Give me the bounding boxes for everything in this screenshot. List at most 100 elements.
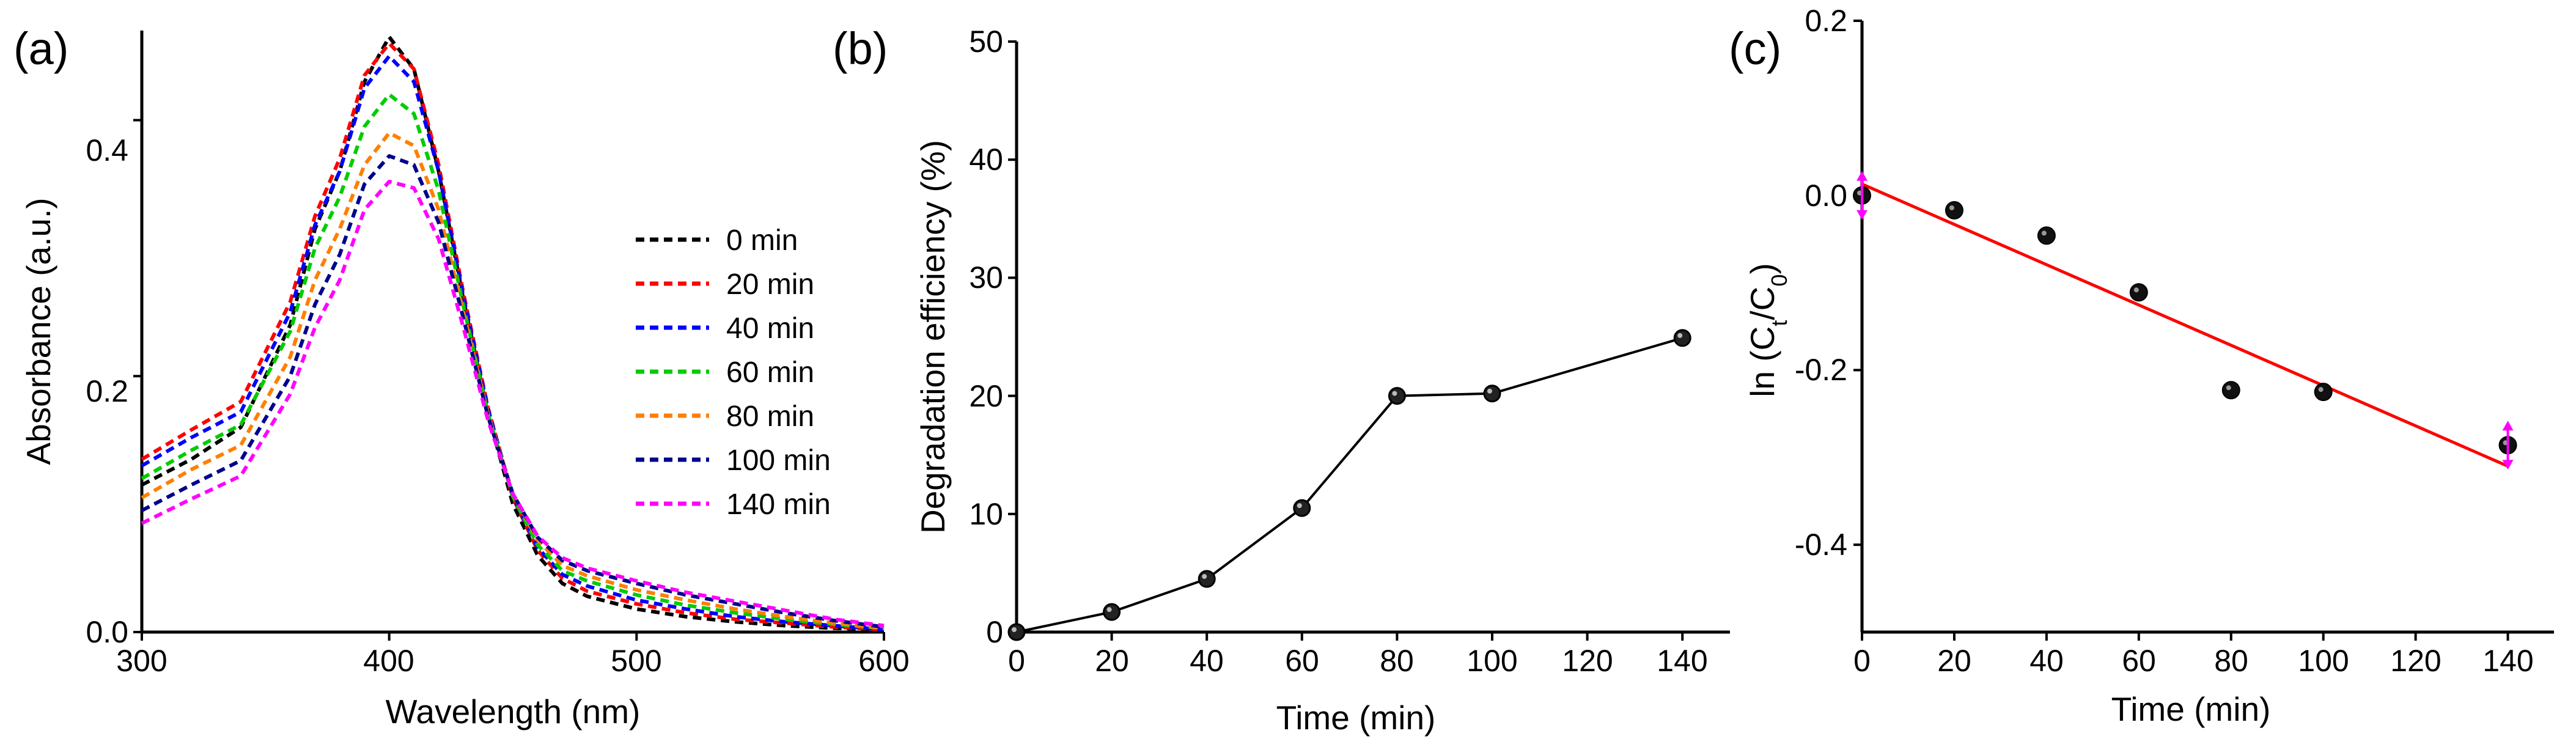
panel-c-x-tick-label: 40 <box>2030 644 2064 678</box>
error-arrow-down <box>1857 210 1868 220</box>
legend-label: 20 min <box>726 268 814 301</box>
legend-label: 100 min <box>726 444 831 477</box>
panel-c-x-tick-label: 80 <box>2214 644 2248 678</box>
efficiency-point <box>1198 570 1216 588</box>
panel-c-series <box>1853 171 2517 470</box>
panel-c-x-axis-title: Time (min) <box>2111 690 2271 728</box>
efficiency-point <box>1483 385 1501 403</box>
panel-c-y-tick-label: -0.2 <box>1795 353 1847 387</box>
panel-c-x-tick-label: 120 <box>2390 644 2441 678</box>
panel-a-y-tick-label: 0.0 <box>86 615 128 649</box>
efficiency-point-highlight <box>1106 607 1112 613</box>
ylabel-subscript: 0 <box>1767 274 1792 287</box>
panel-a-plot-area <box>140 31 884 634</box>
legend-label: 0 min <box>726 224 798 257</box>
panel-b-x-tick-label: 100 <box>1466 644 1517 678</box>
legend-entry: 20 min <box>636 268 814 301</box>
legend-entry: 40 min <box>636 312 814 345</box>
panel-b-x-tick-label: 20 <box>1095 644 1129 678</box>
panel-b-series <box>1007 329 1691 641</box>
efficiency-point-highlight <box>1012 627 1017 632</box>
efficiency-point-highlight <box>1677 333 1683 338</box>
legend-label: 80 min <box>726 400 814 433</box>
efficiency-point-highlight <box>1297 503 1302 509</box>
legend-label: 60 min <box>726 356 814 389</box>
panel-b-x-tick-label: 80 <box>1380 644 1414 678</box>
efficiency-point <box>1007 623 1026 641</box>
panel-a-absorbance-chart: (a) 300 400 500 600 0.0 0.2 0.4 Waveleng… <box>13 23 910 730</box>
error-arrow-down <box>2502 460 2514 470</box>
kinetics-point-highlight <box>2041 230 2047 236</box>
panel-c-x-ticks: 0 20 40 60 80 100 120 140 <box>1853 644 2534 678</box>
panel-a-x-tick-label: 400 <box>363 644 414 678</box>
panel-b-y-tick-label: 20 <box>969 379 1003 413</box>
panel-b-label: (b) <box>833 23 888 74</box>
efficiency-point-highlight <box>1392 391 1397 396</box>
panel-a-x-tick-label: 600 <box>858 644 909 678</box>
legend-entry: 60 min <box>636 356 814 389</box>
efficiency-point <box>1673 329 1691 347</box>
panel-b-tick-marks <box>1008 40 1684 641</box>
efficiency-point <box>1388 387 1406 405</box>
panel-b-degradation-chart: (b) 0 20 40 60 80 100 120 140 0 10 20 30… <box>833 23 1730 737</box>
panel-c-kinetics-chart: (c) 0 20 40 60 80 100 120 140 0.2 0.0 -0… <box>1729 4 2554 728</box>
panel-b-y-tick-label: 50 <box>969 24 1003 59</box>
legend-label: 40 min <box>726 312 814 345</box>
panel-c-y-tick-label: -0.4 <box>1795 528 1847 562</box>
legend-entry: 100 min <box>636 444 831 477</box>
panel-b-x-tick-label: 60 <box>1285 644 1319 678</box>
panel-b-x-tick-label: 140 <box>1657 644 1707 678</box>
panel-c-tick-marks <box>1853 20 2509 641</box>
panel-b-y-ticks: 0 10 20 30 40 50 <box>969 24 1003 649</box>
panel-c-x-tick-label: 140 <box>2482 644 2533 678</box>
error-arrow-up <box>2502 421 2514 431</box>
panel-a-y-tick-label: 0.2 <box>86 374 128 408</box>
ylabel-subscript: t <box>1767 320 1792 326</box>
panel-b-x-tick-label: 120 <box>1562 644 1613 678</box>
panel-b-y-tick-label: 40 <box>969 142 1003 177</box>
kinetics-point-highlight <box>2133 287 2139 293</box>
error-arrow-up <box>1857 171 1868 181</box>
panel-b-y-tick-label: 0 <box>986 615 1003 649</box>
kinetics-point-highlight <box>2318 387 2324 392</box>
spectrum-line-100-min <box>141 154 885 629</box>
efficiency-point <box>1103 603 1121 621</box>
panel-c-y-tick-label: 0.2 <box>1805 4 1847 38</box>
spectrum-line-40-min <box>141 54 885 631</box>
panel-a-x-tick-label: 300 <box>116 644 167 678</box>
panel-a-x-axis-title: Wavelength (nm) <box>386 693 641 730</box>
panel-c-x-tick-label: 100 <box>2298 644 2349 678</box>
panel-c-x-tick-label: 20 <box>1937 644 1971 678</box>
efficiency-line <box>1016 337 1683 633</box>
panel-a-series <box>141 35 885 631</box>
panel-b-plot-area <box>1015 42 1730 634</box>
kinetics-point <box>2314 383 2333 402</box>
linear-fit-line <box>1861 182 2509 468</box>
panel-b-y-axis-title: Degradation efficiency (%) <box>914 140 952 534</box>
panel-b-x-tick-label: 40 <box>1190 644 1224 678</box>
panel-c-plot-area <box>1860 21 2554 634</box>
efficiency-point-highlight <box>1202 574 1207 580</box>
panel-a-tick-marks <box>133 119 885 641</box>
legend-entry: 80 min <box>636 400 814 433</box>
legend-label: 140 min <box>726 488 831 521</box>
legend-entry: 140 min <box>636 488 831 521</box>
kinetics-point <box>2037 226 2056 245</box>
spectrum-line-0-min <box>141 35 885 631</box>
panel-a-x-ticks: 300 400 500 600 <box>116 644 909 678</box>
panel-b-x-tick-label: 0 <box>1008 644 1025 678</box>
panel-b-y-tick-label: 30 <box>969 260 1003 295</box>
panel-a-label: (a) <box>13 23 68 74</box>
kinetics-point <box>1945 201 1963 219</box>
efficiency-point-highlight <box>1487 388 1492 394</box>
panel-a-y-tick-label: 0.4 <box>86 133 128 167</box>
spectrum-line-80-min <box>141 131 885 630</box>
kinetics-point <box>2221 381 2240 400</box>
panel-a-y-ticks: 0.0 0.2 0.4 <box>86 133 128 649</box>
kinetics-point-highlight <box>1949 205 1954 210</box>
panel-c-y-ticks: 0.2 0.0 -0.2 -0.4 <box>1795 4 1847 562</box>
ylabel-part: /C <box>1743 287 1781 320</box>
spectrum-line-140-min <box>141 180 885 628</box>
panel-b-x-ticks: 0 20 40 60 80 100 120 140 <box>1008 644 1708 678</box>
panel-c-label: (c) <box>1729 23 1781 74</box>
